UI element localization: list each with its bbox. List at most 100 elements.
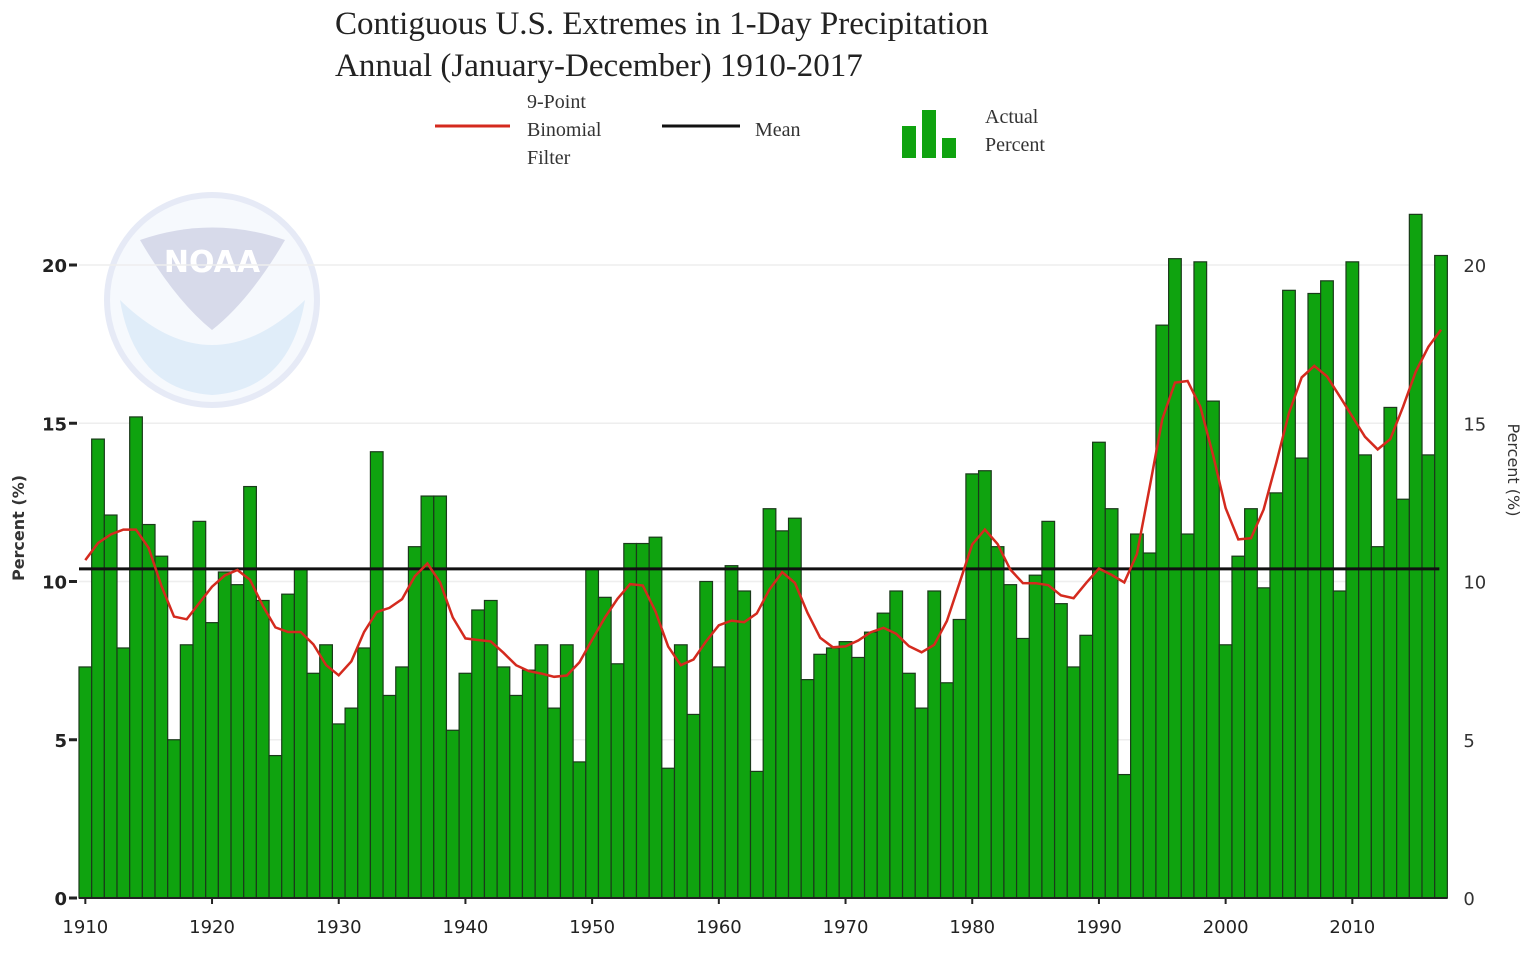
bar-1939 <box>445 729 460 899</box>
chart-subtitle: Annual (January-December) 1910-2017 <box>335 48 863 84</box>
bar-1976 <box>914 707 929 899</box>
bar-2013 <box>1383 406 1398 899</box>
bar-1983 <box>1003 584 1018 899</box>
bar-1951 <box>597 596 612 899</box>
bar-2017 <box>1434 254 1448 899</box>
bar-1994 <box>1142 552 1157 899</box>
bar-1938 <box>433 495 448 899</box>
x-tick-label: 1980 <box>949 917 995 938</box>
bar-1973 <box>876 612 891 899</box>
y-tick-label-right: 10 <box>1463 573 1486 594</box>
legend-bars-label: Actual Percent <box>985 103 1045 159</box>
bar-1960 <box>711 666 726 899</box>
bar-1943 <box>496 666 511 899</box>
y-tick-label-right: 20 <box>1463 256 1486 277</box>
bar-2014 <box>1396 498 1410 899</box>
legend-bar-swatch <box>942 138 956 158</box>
y-tick-label-left: 20 <box>42 256 67 277</box>
bar-1992 <box>1117 773 1132 899</box>
legend-bars-line2: Percent <box>985 134 1045 156</box>
binomial-filter-line <box>84 329 1443 679</box>
chart-title: Contiguous U.S. Extremes in 1-Day Precip… <box>335 6 989 42</box>
legend-bar-swatch <box>902 126 916 158</box>
x-tick-label: 1960 <box>696 917 742 938</box>
x-tick-label: 1930 <box>316 917 362 938</box>
bar-2009 <box>1332 590 1347 899</box>
y-tick-label-right: 15 <box>1463 414 1486 435</box>
bar-1934 <box>382 694 397 899</box>
y-tick-label-right: 5 <box>1463 731 1474 752</box>
bar-1987 <box>1053 603 1068 899</box>
legend-filter-line1: 9-Point <box>527 91 586 113</box>
bar-2002 <box>1244 508 1258 899</box>
bar-2012 <box>1370 546 1385 899</box>
bar-1986 <box>1041 520 1056 899</box>
bar-1952 <box>610 663 625 899</box>
bar-1920 <box>205 622 219 899</box>
bar-1924 <box>255 599 270 899</box>
bar-1968 <box>813 653 828 899</box>
bar-2001 <box>1231 555 1246 899</box>
legend-filter-line3: Filter <box>527 147 571 169</box>
bar-2004 <box>1269 492 1284 899</box>
x-tick-label: 1910 <box>62 917 108 938</box>
bar-1950 <box>585 568 600 899</box>
x-tick-label: 1990 <box>1076 917 1122 938</box>
bar-1972 <box>863 631 878 899</box>
bar-1940 <box>458 672 473 899</box>
noaa-logo-text: NOAA <box>164 245 261 280</box>
bar-1964 <box>762 508 777 899</box>
bar-1989 <box>1079 634 1094 899</box>
bar-1962 <box>737 590 752 899</box>
y-tick-label-left: 10 <box>42 573 67 594</box>
bar-1997 <box>1180 533 1195 899</box>
legend-bar-swatch <box>922 110 936 158</box>
y-axis-label-left: Percent (%) <box>9 475 28 581</box>
y-tick-label-left: 5 <box>54 731 67 752</box>
legend-mean-label: Mean <box>755 119 801 141</box>
bar-1969 <box>825 647 840 899</box>
x-tick-label: 1950 <box>569 917 615 938</box>
bar-1935 <box>395 666 410 899</box>
y-tick-label-left: 0 <box>54 889 67 910</box>
bar-2006 <box>1294 457 1309 899</box>
bar-1919 <box>192 520 207 899</box>
bar-1975 <box>901 672 916 899</box>
bar-1915 <box>141 523 156 899</box>
bar-2003 <box>1256 587 1271 899</box>
bar-1982 <box>990 546 1005 899</box>
bar-1953 <box>623 542 638 899</box>
bar-1970 <box>838 641 853 899</box>
x-tick-label: 1970 <box>823 917 869 938</box>
noaa-logo: NOAA <box>104 192 320 408</box>
bar-1913 <box>116 647 131 899</box>
bar-1910 <box>78 666 93 899</box>
bar-1944 <box>509 694 524 899</box>
y-tick-label-left: 15 <box>42 414 67 435</box>
bar-2016 <box>1421 454 1436 899</box>
x-tick-label: 2010 <box>1329 917 1375 938</box>
bar-1984 <box>1015 637 1030 899</box>
bar-1922 <box>230 584 245 899</box>
bar-2011 <box>1358 454 1372 899</box>
bar-1995 <box>1155 324 1170 899</box>
bar-1990 <box>1091 441 1106 899</box>
bar-1996 <box>1168 258 1182 899</box>
bar-1918 <box>179 644 194 899</box>
bar-1998 <box>1193 261 1208 899</box>
bar-1914 <box>129 416 143 899</box>
bar-1927 <box>293 568 308 899</box>
bar-1955 <box>648 536 663 899</box>
bar-1958 <box>686 713 701 899</box>
bar-1933 <box>369 451 384 899</box>
legend-bars-line1: Actual <box>985 106 1039 128</box>
bar-1985 <box>1028 574 1043 899</box>
y-axis-label-right: Percent (%) <box>1504 424 1523 517</box>
bar-1941 <box>471 609 486 899</box>
bar-1949 <box>572 761 587 899</box>
bar-1979 <box>952 618 967 899</box>
bar-1916 <box>154 555 169 899</box>
y-tick-label-right: 0 <box>1463 889 1474 910</box>
bar-1966 <box>787 517 802 899</box>
